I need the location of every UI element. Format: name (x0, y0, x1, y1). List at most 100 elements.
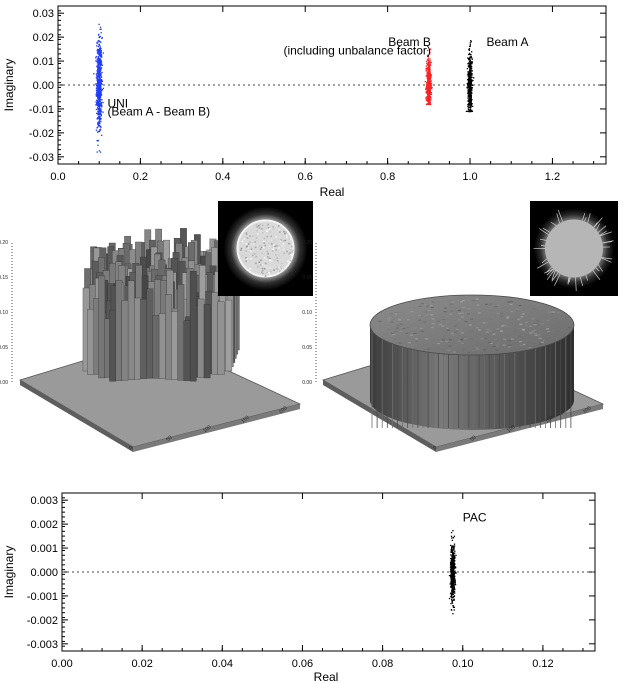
surface-x-tick-label: 100 (506, 424, 516, 434)
cylinder-top-texture (546, 328, 550, 330)
data-point (100, 75, 102, 77)
data-point (98, 125, 101, 127)
annotation: PAC (463, 511, 487, 525)
cylinder-top-texture (460, 332, 464, 334)
cylinder-top-texture (461, 316, 465, 318)
data-point (469, 86, 471, 88)
cylinder-top-texture (442, 338, 446, 340)
data-point (428, 61, 430, 64)
data-point (450, 582, 453, 585)
data-point (99, 82, 101, 84)
cylinder-top-texture (413, 332, 417, 335)
data-point (452, 537, 455, 539)
inset-noise (280, 267, 283, 270)
data-point (454, 552, 456, 554)
data-point (468, 106, 470, 109)
data-point (427, 66, 429, 68)
data-point (97, 103, 99, 105)
data-point (100, 81, 103, 83)
inset-ray (537, 261, 549, 269)
data-point (98, 117, 100, 119)
data-point (469, 98, 471, 100)
cylinder-top-texture (482, 322, 486, 324)
data-point (467, 103, 469, 106)
data-point (451, 562, 454, 564)
data-point (453, 548, 455, 550)
data-point (469, 102, 471, 105)
cylinder-top-texture (441, 339, 445, 341)
cylinder-top-texture (500, 315, 504, 317)
inset-noise (252, 243, 255, 245)
data-point (427, 94, 430, 96)
inset-ray (546, 266, 552, 273)
data-point (452, 613, 454, 615)
data-point (453, 585, 455, 587)
data-point (428, 77, 430, 79)
cylinder-top-texture (480, 329, 484, 332)
data-point (452, 555, 454, 557)
data-point (100, 63, 102, 65)
inset-noise (266, 266, 268, 269)
cylinder-top-texture (568, 326, 572, 329)
data-point (469, 65, 471, 68)
data-point (95, 129, 98, 131)
data-point (468, 90, 470, 92)
cylinder-top-texture (394, 313, 398, 315)
inset-ray (569, 277, 571, 283)
data-point (96, 58, 99, 61)
cylinder-top-texture (521, 313, 525, 315)
cylinder-top-texture (461, 337, 465, 339)
data-point (425, 60, 428, 62)
y-tick-label: 0.00 (33, 80, 54, 92)
cylinder-top-texture (510, 338, 514, 340)
surface-column (225, 299, 233, 372)
inset-noise (271, 244, 273, 247)
cylinder-top-texture (534, 340, 538, 343)
inset-noise (277, 245, 280, 247)
data-point (424, 80, 426, 83)
data-point (468, 48, 470, 51)
cylinder-top-texture (522, 329, 526, 331)
data-point (471, 76, 473, 79)
inset-noise (262, 246, 265, 249)
inset-noise (256, 265, 259, 268)
data-point (454, 584, 457, 586)
data-point (98, 110, 100, 112)
inset-noise (263, 237, 266, 240)
cylinder-top-texture (450, 310, 454, 312)
cylinder-top-texture (461, 299, 465, 301)
cylinder-top-texture (537, 304, 541, 307)
inset-noise (261, 264, 264, 266)
data-point (100, 111, 103, 113)
data-point (428, 80, 430, 83)
data-point (450, 585, 452, 588)
data-point (470, 63, 472, 65)
bottom-points (448, 530, 457, 615)
data-point (452, 563, 455, 566)
data-point (96, 101, 99, 103)
data-point (100, 79, 102, 82)
data-point (97, 67, 99, 69)
cylinder-top-texture (462, 336, 466, 338)
data-point (454, 571, 457, 573)
y-tick-label: -0.03 (29, 152, 54, 164)
data-point (96, 81, 99, 84)
data-point (452, 592, 454, 594)
data-point (453, 590, 456, 593)
inset-noise (261, 228, 263, 230)
inset-noise (289, 259, 292, 262)
data-point (469, 56, 471, 58)
inset-noise (268, 242, 270, 245)
cylinder-top-texture (418, 319, 422, 321)
data-point (100, 94, 103, 96)
data-point (428, 74, 430, 77)
data-point (99, 113, 101, 115)
inset-noise (279, 240, 282, 242)
data-point (468, 100, 471, 103)
data-point (452, 588, 454, 591)
data-point (426, 84, 428, 87)
data-point (469, 97, 471, 100)
data-point (427, 101, 430, 103)
cylinder-top-texture (516, 308, 520, 310)
inset-noise (289, 247, 292, 249)
